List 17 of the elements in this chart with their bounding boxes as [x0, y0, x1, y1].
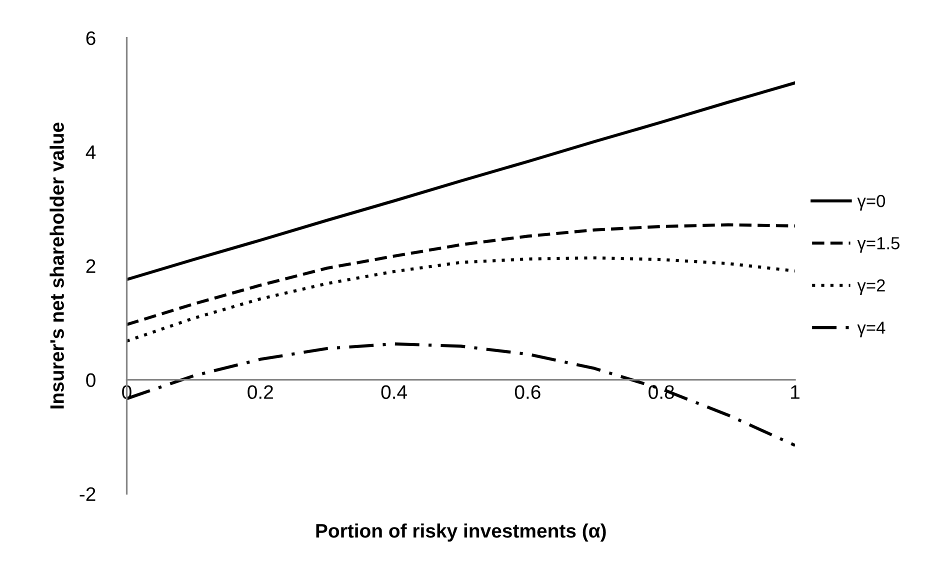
legend-label: γ=1.5: [857, 237, 900, 253]
y-axis-title: Insurer's net shareholder value: [50, 122, 64, 408]
legend-label: γ=4: [857, 322, 886, 338]
x-tick-label: 0.6: [514, 385, 540, 399]
y-tick-label: 2: [86, 259, 96, 273]
x-tick-label: 1: [791, 385, 800, 399]
line-series: [126, 223, 795, 326]
y-tick-label: 0: [86, 373, 96, 388]
legend-label: γ=0: [857, 194, 886, 211]
x-tick-label: 0.2: [248, 385, 273, 399]
line-series: [126, 81, 795, 282]
y-tick-label: 6: [86, 31, 96, 46]
legend-label: γ=2: [857, 279, 885, 296]
y-tick-label: -2: [80, 487, 96, 501]
x-tick-label: 0.4: [381, 385, 407, 399]
x-axis-title: Portion of risky investments (α): [316, 523, 606, 542]
y-tick-label: 4: [86, 146, 96, 159]
